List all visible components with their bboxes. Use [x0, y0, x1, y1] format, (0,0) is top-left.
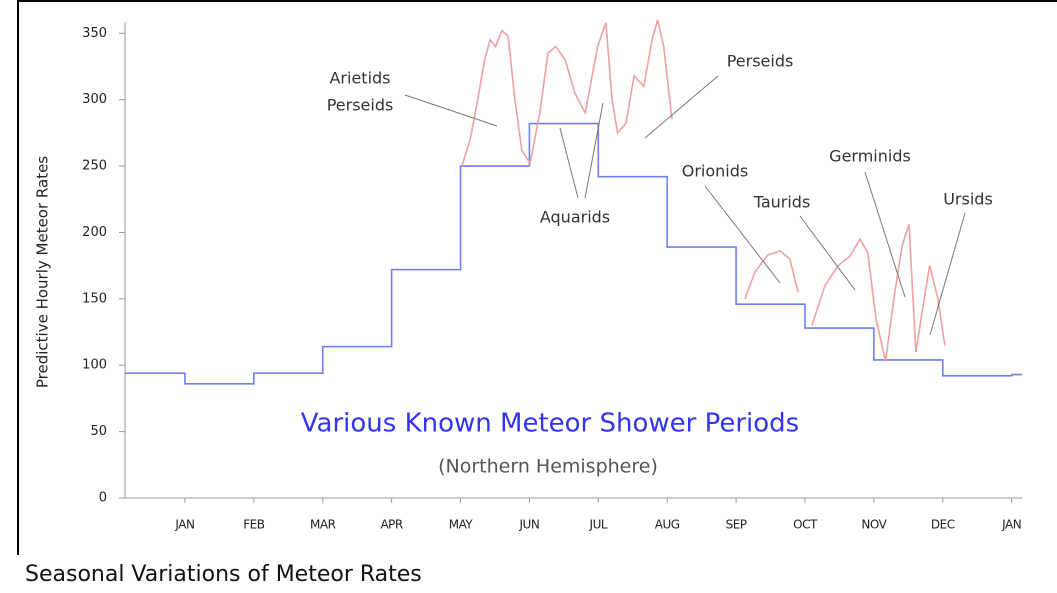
annotation-leader [404, 94, 498, 127]
y-tick-label: 300 [82, 92, 107, 107]
annotation-leader [799, 215, 856, 291]
chart-title: Various Known Meteor Shower Periods [301, 409, 799, 439]
x-tick-label: AUG [655, 518, 680, 532]
x-tick-label: JUN [519, 518, 540, 532]
annotation: Aquarids [540, 208, 610, 227]
x-tick-label: NOV [861, 518, 887, 532]
annotation: Perseids [727, 52, 794, 71]
x-tick-label: JAN [1001, 518, 1021, 532]
annotation-leader [584, 102, 604, 199]
y-tick-label: 200 [82, 225, 107, 240]
x-tick-label: APR [380, 518, 402, 532]
series-line [125, 122, 1022, 385]
annotation: Taurids [753, 193, 811, 212]
y-tick-label: 250 [82, 159, 107, 174]
caption: Seasonal Variations of Meteor Rates [25, 562, 422, 587]
x-tick-label: MAR [310, 518, 336, 532]
y-tick-label: 0 [99, 491, 107, 506]
annotation-leader [559, 127, 579, 199]
y-axis-label: Predictive Hourly Meteor Rates [34, 156, 52, 388]
chart: Predictive Hourly Meteor Rates Various K… [17, 0, 1057, 555]
chart-subtitle: (Northern Hemisphere) [438, 456, 658, 478]
x-tick-label: JAN [174, 518, 194, 532]
annotation: Perseids [327, 96, 394, 115]
annotation: Ursids [943, 190, 993, 209]
x-tick-label: MAY [449, 518, 474, 532]
annotation-leader [644, 75, 719, 139]
annotation: Germinids [829, 147, 911, 166]
x-tick-label: SEP [726, 518, 747, 532]
annotation-leader [929, 212, 966, 336]
y-tick-label: 50 [90, 424, 107, 439]
annotation-leader [864, 171, 906, 298]
x-tick-label: OCT [793, 518, 818, 532]
annotation: Orionids [682, 162, 748, 181]
y-tick-label: 150 [82, 291, 107, 306]
series-line [461, 19, 946, 362]
annotation-leader [704, 185, 781, 284]
annotation: Arietids [329, 69, 390, 88]
x-tick-label: DEC [931, 518, 955, 532]
x-tick-label: FEB [243, 518, 264, 532]
x-tick-label: JUL [589, 518, 608, 532]
y-tick-label: 350 [82, 26, 107, 41]
y-tick-label: 100 [82, 358, 107, 373]
